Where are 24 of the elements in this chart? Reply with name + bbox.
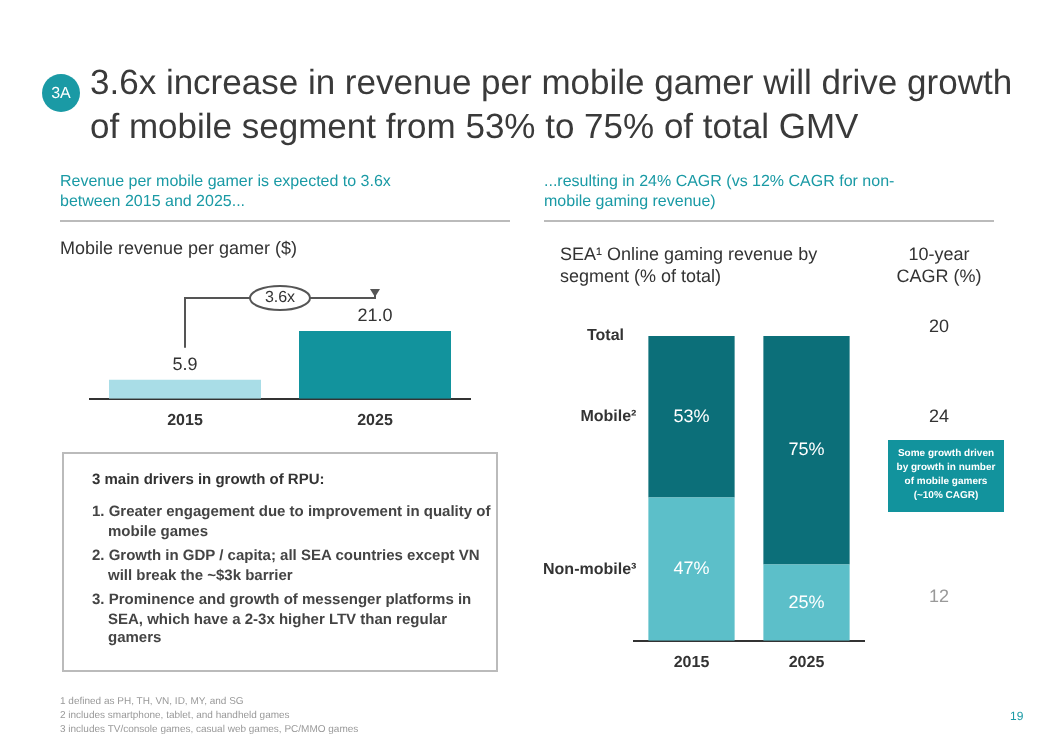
chart-title: SEA¹ Online gaming revenue by segment (% of total) bbox=[560, 244, 820, 288]
chart-subtitle: Revenue per mobile gamer is expected to 3.6x between 2015 and 2025... bbox=[60, 172, 393, 212]
data-label: 5.9 bbox=[172, 353, 198, 374]
series-label: Non-mobile³ bbox=[543, 559, 638, 578]
chart-subtitle: ...resulting in 24% CAGR (vs 12% CAGR for non-mobile gaming revenue) bbox=[544, 172, 897, 212]
x-tick-label: 2025 bbox=[788, 652, 826, 671]
text: 3A bbox=[42, 74, 80, 112]
text: 20 bbox=[926, 316, 951, 336]
x-tick-label: 2025 bbox=[357, 410, 394, 429]
data-label: 53% bbox=[673, 405, 710, 426]
chart-title: Mobile revenue per gamer ($) bbox=[60, 238, 300, 260]
text: 12 bbox=[926, 586, 951, 606]
text: Total bbox=[584, 326, 624, 344]
x-tick-label: 2015 bbox=[673, 652, 711, 671]
text: 3.6x increase in revenue per mobile gamer will drive growth of mobile segment from 53% to 75% of total GMV bbox=[90, 60, 1015, 148]
data-label: 75% bbox=[788, 439, 825, 460]
data-label: 47% bbox=[673, 558, 710, 579]
data-label: 21.0 bbox=[357, 305, 393, 326]
data-label: 25% bbox=[788, 591, 825, 612]
x-tick-label: 2015 bbox=[167, 410, 204, 429]
text: 3.6x bbox=[264, 288, 296, 307]
series-label: Mobile² bbox=[580, 407, 638, 426]
text: 10-year CAGR (%) bbox=[894, 244, 984, 288]
text: 24 bbox=[926, 406, 951, 426]
